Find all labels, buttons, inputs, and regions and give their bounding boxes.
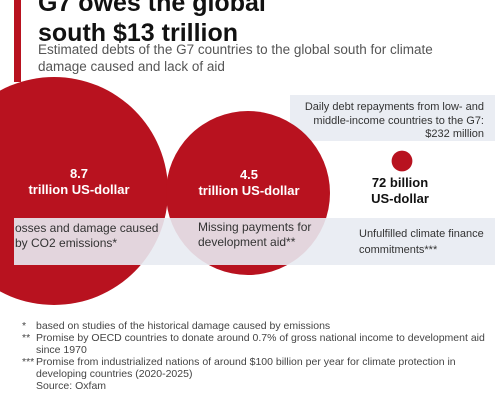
accent-bar [14,0,21,82]
daily-repayments-box [290,95,495,141]
footnote-3-text: Promise from industrialized nations of a… [36,356,456,380]
footnote-2: ** Promise by OECD countries to donate a… [22,332,492,356]
description-band [14,218,495,265]
daily-repayments-text: Daily debt repayments from low- and midd… [304,101,484,140]
title-line-1: G7 owes the global [38,0,266,17]
footnote-3-mark: *** [22,356,35,368]
chart-subtitle: Estimated debts of the G7 countries to t… [38,42,433,74]
bubble-value-losses-damage: 8.7 [69,166,89,181]
footnote-1-text: based on studies of the historical damag… [36,320,331,332]
footnotes: * based on studies of the historical dam… [22,320,492,392]
footnote-1: * based on studies of the historical dam… [22,320,492,332]
bubble-value-development-aid: 4.5 [239,167,259,182]
bubble-label-losses-damage: 8.7 trillion US-dollar [14,166,144,198]
title-line-2: south $13 trillion [38,19,239,47]
bubble-unit-losses-damage: trillion US-dollar [28,182,130,197]
footnote-2-mark: ** [22,332,31,344]
description-development-aid: Missing payments for development aid** [198,220,312,249]
source-note: Source: Oxfam [36,380,107,392]
bubble-climate-finance [391,150,413,172]
description-losses-damage: osses and damage caused by CO2 emissions… [15,221,159,250]
bubble-unit-climate-finance: US-dollar [371,191,429,206]
bubble-label-development-aid: 4.5 trillion US-dollar [184,167,314,199]
footnote-3: *** Promise from industrialized nations … [22,356,492,380]
chart-title: G7 owes the global south $13 trillion [38,0,478,48]
bubble-label-climate-finance: 72 billion US-dollar [345,175,455,207]
footnote-2-text: Promise by OECD countries to donate arou… [36,332,485,356]
footnote-1-mark: * [22,320,27,332]
description-climate-finance: Unfulfilled climate finance commitments*… [359,228,484,256]
bubble-unit-development-aid: trillion US-dollar [198,183,300,198]
bubble-value-climate-finance: 72 billion [371,175,429,190]
